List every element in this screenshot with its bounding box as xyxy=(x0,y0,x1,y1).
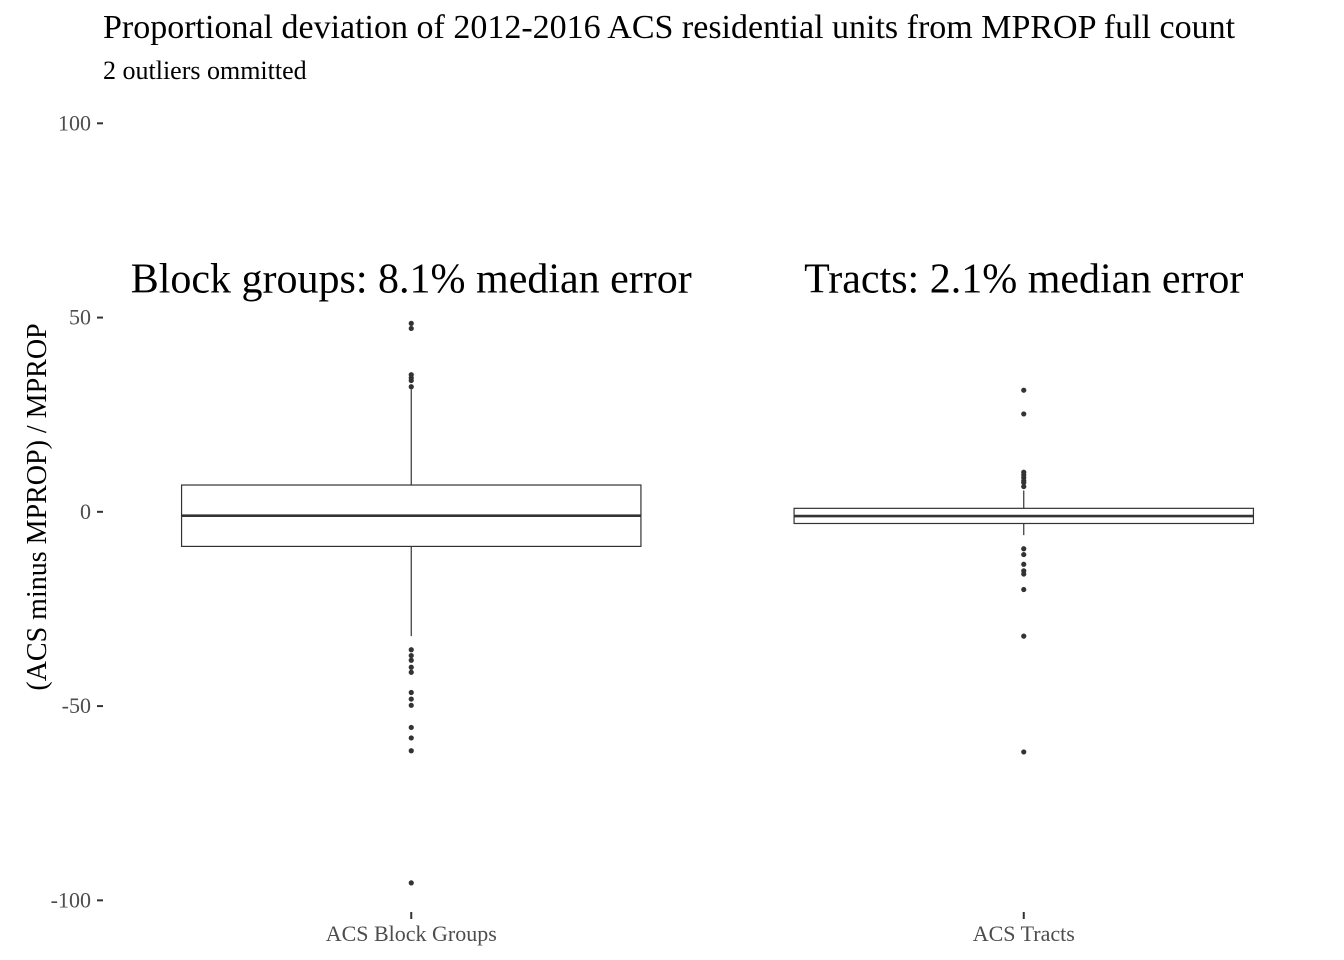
median-error-annotation: Block groups: 8.1% median error xyxy=(131,257,692,303)
outlier-point xyxy=(408,652,414,659)
y-tick-label: 100 xyxy=(58,110,91,135)
outlier-point xyxy=(408,664,414,670)
outlier-point xyxy=(1021,480,1027,486)
y-axis: 100 50 0 -50 -100 xyxy=(51,110,103,912)
outlier-point xyxy=(408,689,414,696)
outlier-point xyxy=(408,384,414,390)
outlier-point xyxy=(1021,387,1027,393)
outlier-point xyxy=(408,748,414,754)
outlier-point xyxy=(1021,586,1027,593)
x-tick-label: ACS Block Groups xyxy=(326,921,497,946)
y-tick-label: 0 xyxy=(80,499,91,524)
outlier-point xyxy=(408,724,414,731)
outlier-point xyxy=(408,325,414,332)
outlier-point xyxy=(1021,561,1027,567)
x-axis: ACS Block Groups ACS Tracts xyxy=(326,912,1075,946)
y-tick-label: -50 xyxy=(62,693,91,718)
median-error-annotation: Tracts: 2.1% median error xyxy=(804,257,1243,303)
y-axis-title: (ACS minus MPROP) / MPROP xyxy=(22,323,53,690)
outlier-point xyxy=(408,669,414,675)
outlier-point xyxy=(1021,546,1027,552)
outlier-point xyxy=(408,696,414,702)
outlier-point xyxy=(1021,633,1027,639)
outlier-point xyxy=(1021,483,1027,490)
outlier-point xyxy=(408,320,414,326)
outlier-point xyxy=(408,735,414,741)
y-tick-label: 50 xyxy=(69,305,91,330)
y-tick-label: -100 xyxy=(51,887,91,912)
annotations-layer: Block groups: 8.1% median error Tracts: 2… xyxy=(131,257,1244,303)
outlier-point xyxy=(1021,749,1027,755)
outlier-point xyxy=(408,647,414,653)
outlier-point xyxy=(408,377,414,384)
outlier-point xyxy=(1021,411,1027,417)
x-tick-label: ACS Tracts xyxy=(973,921,1075,946)
outlier-point xyxy=(408,702,414,708)
boxes-layer xyxy=(180,320,1255,886)
box-group xyxy=(180,320,642,886)
box-group xyxy=(793,387,1255,755)
chart-subtitle: 2 outliers ommitted xyxy=(103,56,307,85)
outlier-point xyxy=(408,880,414,886)
outlier-point xyxy=(408,657,414,663)
outlier-point xyxy=(1021,571,1027,577)
chart-title: Proportional deviation of 2012-2016 ACS … xyxy=(103,9,1236,46)
outlier-point xyxy=(1021,551,1027,558)
